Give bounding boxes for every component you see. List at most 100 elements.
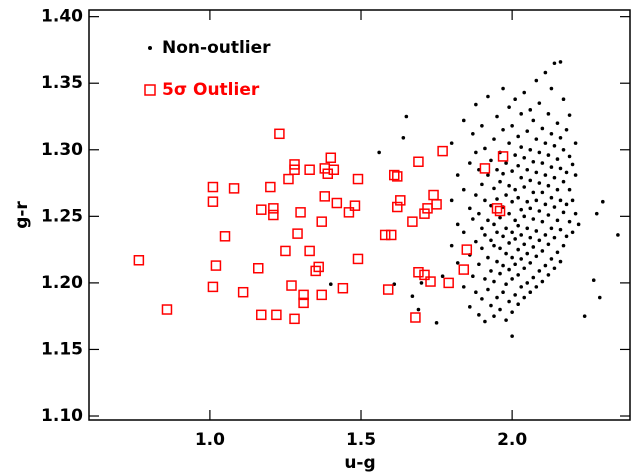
data-point xyxy=(492,222,496,227)
data-point xyxy=(489,303,493,308)
x-axis-label: u-g xyxy=(344,453,375,473)
data-point xyxy=(504,193,508,197)
data-point xyxy=(555,218,560,223)
data-point xyxy=(531,118,536,123)
data-point xyxy=(561,210,566,215)
outlier-point xyxy=(283,173,294,185)
data-point xyxy=(510,255,514,260)
data-point xyxy=(501,128,505,132)
data-point xyxy=(474,290,478,295)
data-point xyxy=(461,118,466,123)
data-point xyxy=(540,279,545,284)
data-point xyxy=(528,206,533,211)
data-point xyxy=(486,255,490,260)
data-point xyxy=(537,150,542,155)
data-point xyxy=(540,249,545,253)
outlier-point xyxy=(389,169,400,181)
data-point xyxy=(486,218,490,223)
data-point xyxy=(507,105,511,109)
data-point xyxy=(573,173,578,177)
legend-marker xyxy=(144,84,156,96)
plot-frame xyxy=(88,9,631,421)
data-point xyxy=(600,199,605,204)
data-point xyxy=(552,235,557,240)
data-point xyxy=(489,238,493,243)
data-point xyxy=(519,175,523,180)
data-point xyxy=(510,334,514,338)
data-point xyxy=(513,187,517,192)
outlier-point xyxy=(304,245,315,257)
data-point xyxy=(543,263,548,268)
data-point xyxy=(401,135,406,140)
data-point xyxy=(449,141,454,145)
data-point xyxy=(567,113,572,117)
outlier-point xyxy=(313,261,324,273)
data-point xyxy=(471,274,475,279)
outlier-point xyxy=(292,228,303,239)
data-point xyxy=(546,273,551,277)
data-point xyxy=(495,259,499,264)
outlier-point xyxy=(458,264,470,275)
data-point xyxy=(513,237,517,241)
data-point xyxy=(486,173,490,177)
data-point xyxy=(480,182,484,187)
data-point xyxy=(543,173,548,177)
outlier-point xyxy=(410,312,421,323)
data-point xyxy=(616,233,620,237)
data-point xyxy=(525,251,530,256)
y-tick-label: 1.30 xyxy=(41,140,83,160)
data-point xyxy=(522,266,527,271)
data-point xyxy=(567,219,572,224)
data-point xyxy=(537,181,542,185)
data-point xyxy=(504,282,508,287)
data-point xyxy=(561,147,566,152)
data-point xyxy=(501,171,505,176)
data-point xyxy=(486,94,490,99)
outlier-point xyxy=(343,207,355,218)
outlier-point xyxy=(379,229,391,241)
data-point xyxy=(480,124,484,128)
data-point xyxy=(498,215,502,220)
data-point xyxy=(455,261,460,265)
data-point xyxy=(477,211,481,216)
data-point xyxy=(516,134,520,139)
data-point xyxy=(519,145,523,149)
outlier-point xyxy=(461,244,473,255)
data-point xyxy=(546,242,551,247)
data-point xyxy=(555,250,560,255)
data-point xyxy=(492,279,496,284)
data-point xyxy=(480,297,484,301)
outlier-point xyxy=(392,171,403,182)
outlier-point xyxy=(479,163,491,174)
data-point xyxy=(522,90,527,95)
outlier-point xyxy=(289,164,300,175)
data-point xyxy=(546,153,551,157)
data-point xyxy=(534,285,539,289)
data-point xyxy=(537,209,542,213)
data-point xyxy=(549,195,554,200)
data-point xyxy=(558,227,563,232)
data-point xyxy=(404,114,409,119)
data-point xyxy=(492,243,496,248)
outlier-point xyxy=(280,245,291,257)
data-point xyxy=(474,150,478,155)
outlier-point xyxy=(395,195,406,206)
data-point xyxy=(477,313,481,317)
data-point xyxy=(510,310,514,314)
data-point xyxy=(558,166,563,171)
data-point xyxy=(501,86,505,91)
data-point xyxy=(507,299,511,304)
outlier-point xyxy=(256,204,267,215)
data-point xyxy=(519,233,523,237)
data-point xyxy=(495,230,499,235)
data-point xyxy=(461,187,466,192)
data-point xyxy=(558,60,563,64)
data-point xyxy=(504,226,508,231)
data-point xyxy=(555,157,560,161)
outlier-point xyxy=(352,253,364,265)
data-point xyxy=(513,153,517,157)
outlier-point xyxy=(253,262,264,274)
outlier-point xyxy=(497,151,509,162)
x-tick-label: 2.0 xyxy=(497,430,527,450)
data-point xyxy=(519,112,523,116)
